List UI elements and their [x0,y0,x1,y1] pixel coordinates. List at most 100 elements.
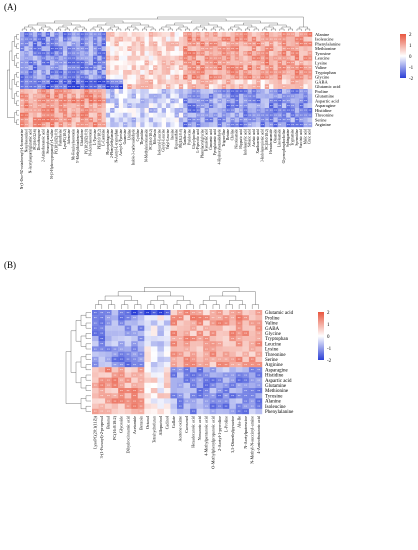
dendrogram-branch [14,112,17,123]
significance-mark: ** [42,56,46,60]
heatmap-cell [37,74,42,80]
heatmap-cell [170,341,178,347]
heatmap-cell [123,93,128,99]
heatmap-cell [105,51,111,56]
heatmap-cell [148,117,154,123]
heatmap-cell [281,70,287,75]
significance-mark: ** [119,85,123,89]
heatmap-cell [229,320,237,326]
heatmap-cell [277,51,283,56]
significance-mark: ** [304,71,308,75]
heatmap-cell [140,70,145,75]
heatmap-cell [251,117,257,123]
significance-mark: ** [76,123,80,127]
heatmap-cell [131,60,137,66]
significance-mark: ** [94,94,98,98]
significance-mark: ** [244,90,248,94]
heatmap-cell [110,32,115,37]
heatmap-cell [209,341,217,347]
heatmap-cell [294,112,300,118]
significance-mark: ** [270,75,274,79]
heatmap-cell [71,108,77,113]
significance-mark: ** [265,85,269,89]
significance-mark: ** [210,66,214,70]
heatmap-cell [226,55,231,61]
heatmap-cell [226,89,231,94]
significance-mark: ** [211,342,215,346]
heatmap-cell [93,32,98,37]
significance-mark: ** [244,99,248,103]
heatmap-cell [234,41,240,47]
heatmap-cell [140,46,145,52]
heatmap-cell [157,330,165,337]
significance-mark: ** [46,99,50,103]
heatmap-cell [58,32,64,37]
significance-mark: ** [265,71,269,75]
heatmap-cell [255,367,263,373]
significance-mark: ** [94,321,98,325]
heatmap-cell [281,41,287,47]
heatmap-cell [170,41,175,47]
significance-mark: ** [222,118,226,122]
significance-mark: ** [107,85,111,89]
heatmap-cell [80,108,85,113]
heatmap-cell [239,84,244,90]
significance-mark: ** [197,71,201,75]
significance-mark: ** [68,37,72,41]
heatmap-cell [105,403,112,409]
heatmap-cell [84,98,89,104]
heatmap-cell [67,70,72,75]
heatmap-cell [71,112,77,118]
heatmap-cell [20,117,25,123]
significance-mark: ** [188,33,192,37]
row-label: Serine [315,117,327,122]
heatmap-cell [260,55,265,61]
significance-mark: ** [72,47,76,51]
heatmap-cell [170,372,178,378]
significance-mark: ** [251,394,255,398]
heatmap-cell [294,79,300,85]
heatmap-cell [110,122,115,128]
heatmap-cell [54,65,59,71]
significance-mark: ** [184,47,188,51]
heatmap-cell [213,84,218,90]
heatmap-cell [75,60,81,66]
heatmap-cell [200,55,205,61]
column-label: Gallate [171,416,176,428]
significance-mark: ** [126,389,130,393]
heatmap-cell [157,36,162,42]
heatmap-cell [183,117,188,123]
heatmap-cell [37,117,42,123]
significance-mark: ** [25,85,29,89]
significance-mark: ** [38,90,42,94]
significance-mark: ** [214,56,218,60]
heatmap-cell [150,393,158,399]
significance-mark: ** [98,118,102,122]
heatmap-cell [242,330,250,337]
heatmap-cell [226,65,231,71]
significance-mark: ** [68,33,72,37]
significance-mark: ** [283,85,287,89]
heatmap-cell [157,117,162,123]
heatmap-cell [170,60,175,66]
colorbar-tick-label: 1 [327,323,330,328]
heatmap-cell [235,377,243,383]
significance-mark: ** [300,104,304,108]
significance-mark: ** [42,94,46,98]
heatmap-cell [148,93,154,99]
significance-mark: ** [240,90,244,94]
heatmap-cell [248,356,256,363]
heatmap-cell [84,122,89,128]
significance-mark: ** [192,358,196,362]
heatmap-cell [150,372,158,378]
heatmap-cell [137,356,145,363]
heatmap-cell [127,65,132,71]
heatmap-cell [170,393,178,399]
significance-mark: ** [149,33,153,37]
significance-mark: ** [257,363,261,367]
heatmap-cell [157,41,162,47]
heatmap-cell [248,372,256,378]
heatmap-cell [226,36,231,42]
heatmap-cell [135,32,141,37]
heatmap-cell [251,103,257,109]
